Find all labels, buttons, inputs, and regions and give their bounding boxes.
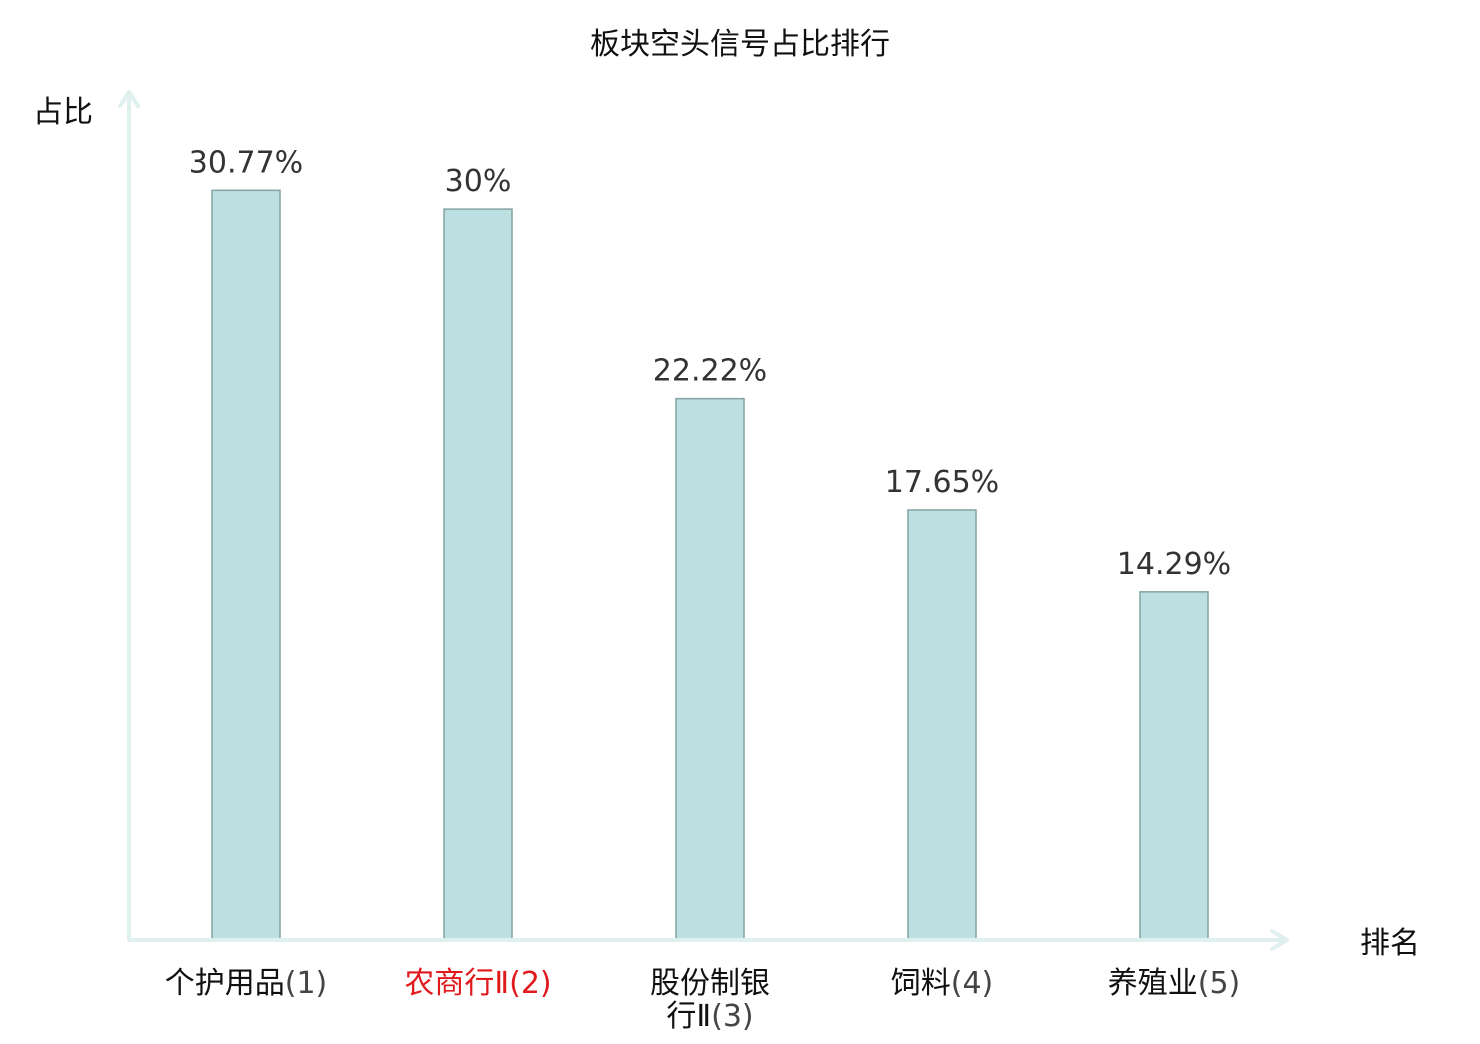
x-axis [127,929,1289,951]
y-axis-label: 占比 [33,95,93,130]
category-label: 股份制银 [650,966,770,1001]
category-label: 个护用品(1) [165,966,328,1001]
bar [1139,591,1209,941]
value-label: 14.29% [1117,547,1231,582]
bar [211,189,281,941]
value-label-group: 30.77% 30% 22.22% 17.65% 14.29% [189,145,1231,582]
bar-group [211,189,1209,941]
bar [907,509,977,941]
category-label: 行Ⅱ(3) [666,999,753,1034]
value-label: 17.65% [885,465,999,500]
y-axis [118,90,140,942]
value-label: 30% [445,164,512,199]
category-label: 饲料(4) [891,966,994,1001]
value-label: 30.77% [189,145,303,180]
x-axis-label: 排名 [1360,926,1420,961]
y-axis-arrow [118,90,140,108]
value-label: 22.22% [653,354,767,389]
bar [675,397,745,941]
category-label: 养殖业(5) [1108,966,1241,1001]
category-label: 农商行Ⅱ(2) [404,966,551,1001]
x-axis-arrow [1270,929,1289,951]
chart-title: 板块空头信号占比排行 [590,27,890,62]
bar [443,208,513,941]
